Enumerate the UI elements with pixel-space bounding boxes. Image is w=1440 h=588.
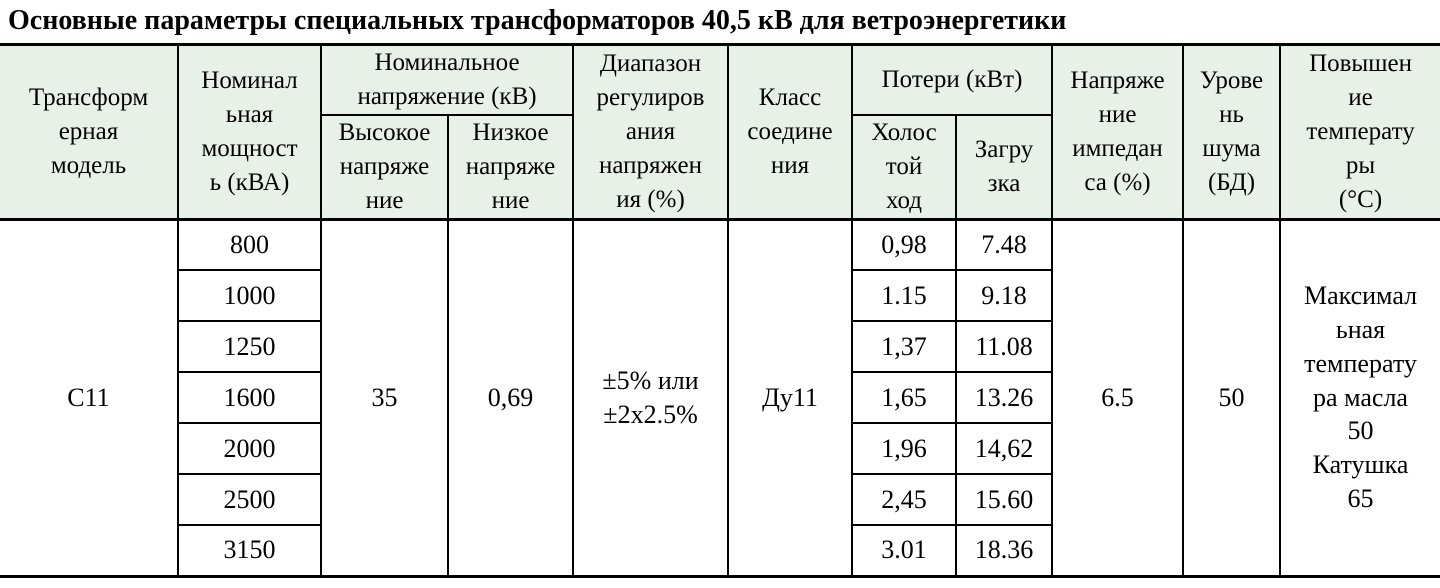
low-voltage-cell: 0,69 — [446, 217, 575, 578]
table-row: С11 800 35 0,69 ±5% или ±2х2.5% Ду11 0,9… — [0, 217, 1440, 578]
load-loss-cell: 13.26 — [955, 371, 1054, 425]
page-title: Основные параметры специальных трансформ… — [8, 5, 1067, 36]
load-loss-cell: 7.48 — [955, 217, 1054, 272]
no-load-loss-cell: 1,37 — [851, 320, 958, 374]
header-nominal-voltage-group: Номинальное напряжение (кВ) — [319, 43, 575, 116]
header-noise-level: Урове нь шума (БД) — [1182, 43, 1282, 221]
table-row: 1250 1,37 11.08 — [0, 320, 1440, 374]
header-losses-group: Потери (кВт) — [851, 43, 1054, 116]
no-load-loss-cell: 1,65 — [851, 371, 958, 425]
noise-level-cell: 50 — [1182, 217, 1282, 578]
header-low-voltage: Низкое напряже ние — [446, 113, 575, 221]
power-rating-cell: 2000 — [177, 422, 322, 476]
no-load-loss-cell: 0,98 — [851, 217, 958, 272]
temperature-rise-cell: Максимал ьная температу ра масла 50 Кату… — [1279, 217, 1440, 578]
load-loss-cell: 9.18 — [955, 269, 1054, 323]
no-load-loss-cell: 1,96 — [851, 422, 958, 476]
load-loss-cell: 15.60 — [955, 473, 1054, 527]
regulation-range-cell: ±5% или ±2х2.5% — [572, 217, 730, 578]
header-regulation-range: Диапазон регулиров ания напряжен ия (%) — [572, 43, 730, 221]
model-cell: С11 — [0, 217, 179, 578]
power-rating-cell: 800 — [177, 217, 322, 272]
power-rating-cell: 3150 — [177, 524, 322, 578]
load-loss-cell: 11.08 — [955, 320, 1054, 374]
power-rating-cell: 1250 — [177, 320, 322, 374]
impedance-cell: 6.5 — [1051, 217, 1185, 578]
power-rating-cell: 1000 — [177, 269, 322, 323]
table-row: 3150 3.01 18.36 — [0, 524, 1440, 578]
load-loss-cell: 18.36 — [955, 524, 1054, 578]
header-impedance-voltage: Напряже ние импедан са (%) — [1051, 43, 1185, 221]
load-loss-cell: 14,62 — [955, 422, 1054, 476]
transformer-parameters-table: Трансформ ерная модель Номинал ьная мощн… — [0, 42, 1440, 578]
table-row: 2500 2,45 15.60 — [0, 473, 1440, 527]
header-temperature-rise: Повышен ие температу ры (°C) — [1279, 43, 1440, 221]
header-no-load-loss: Холос той ход — [851, 113, 958, 221]
table-row: 1600 1,65 13.26 — [0, 371, 1440, 425]
power-rating-cell: 2500 — [177, 473, 322, 527]
connection-class-cell: Ду11 — [727, 217, 854, 578]
table-row: 2000 1,96 14,62 — [0, 422, 1440, 476]
no-load-loss-cell: 3.01 — [851, 524, 958, 578]
header-load-loss: Загру зка — [955, 113, 1054, 221]
header-rated-power: Номинал ьная мощност ь (кВА) — [177, 43, 322, 221]
high-voltage-cell: 35 — [320, 217, 449, 578]
header-transformer-model: Трансформ ерная модель — [0, 43, 179, 221]
power-rating-cell: 1600 — [177, 371, 322, 425]
no-load-loss-cell: 2,45 — [851, 473, 958, 527]
header-connection-class: Класс соедине ния — [727, 43, 854, 221]
header-high-voltage: Высокое напряже ние — [320, 113, 449, 221]
no-load-loss-cell: 1.15 — [851, 269, 958, 323]
table-row: 1000 1.15 9.18 — [0, 269, 1440, 323]
